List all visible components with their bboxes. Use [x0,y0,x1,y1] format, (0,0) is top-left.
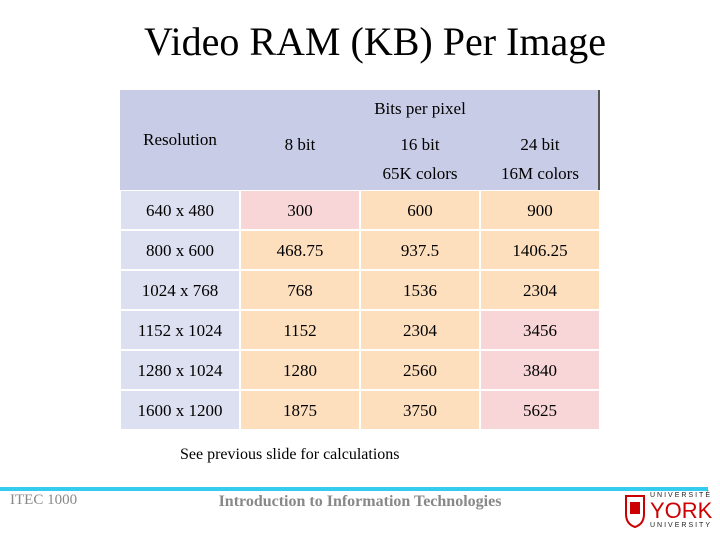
column-header: Resolution [120,125,240,155]
table-cell: 2304 [360,310,480,350]
table-cell: 1280 [240,350,360,390]
slide-title: Video RAM (KB) Per Image [144,19,606,64]
table-cell: 1406.25 [480,230,600,270]
row-header: 1024 x 768 [120,270,240,310]
column-header: 24 bit 16M colors [480,130,600,188]
group-header: Bits per pixel [374,99,466,118]
logo-text: UNIVERSITÉ [650,492,713,499]
table-cell: 1536 [360,270,480,310]
table-cell: 768 [240,270,360,310]
logo-text: UNIVERSITY [650,522,713,529]
footer-rule [0,487,708,491]
note: See previous slide for calculations [180,446,400,463]
table-cell: 1875 [240,390,360,430]
table-cell: 600 [360,190,480,230]
column-header: 16 bit 65K colors [360,130,480,188]
course-code: ITEC 1000 [10,492,78,508]
logo-crest [625,495,645,528]
column-header-line: 65K colors [382,164,458,183]
table-cell: 3456 [480,310,600,350]
table-cell: 3840 [480,350,600,390]
row-header: 1280 x 1024 [120,350,240,390]
column-header-line: 16 bit [400,135,440,154]
table-cell: 300 [240,190,360,230]
row-header: 1152 x 1024 [120,310,240,350]
table-cell: 937.5 [360,230,480,270]
column-header-line: 8 bit [284,135,316,154]
row-header: 800 x 600 [120,230,240,270]
footer-title: Introduction to Information Technologies [218,493,502,510]
column-header: 8 bit [240,130,360,188]
table-cell: 900 [480,190,600,230]
logo: UNIVERSITÉ YORK UNIVERSITY [624,492,714,532]
table-cell: 2304 [480,270,600,310]
column-header-line: 16M colors [501,164,579,183]
row-header: 1600 x 1200 [120,390,240,430]
logo-text: YORK [650,498,713,523]
row-header: 640 x 480 [120,190,240,230]
column-header-line: Resolution [143,130,217,149]
table-cell: 2560 [360,350,480,390]
column-header-line: 24 bit [520,135,560,154]
table-cell: 468.75 [240,230,360,270]
table-cell: 1152 [240,310,360,350]
table-cell: 3750 [360,390,480,430]
table-cell: 5625 [480,390,600,430]
